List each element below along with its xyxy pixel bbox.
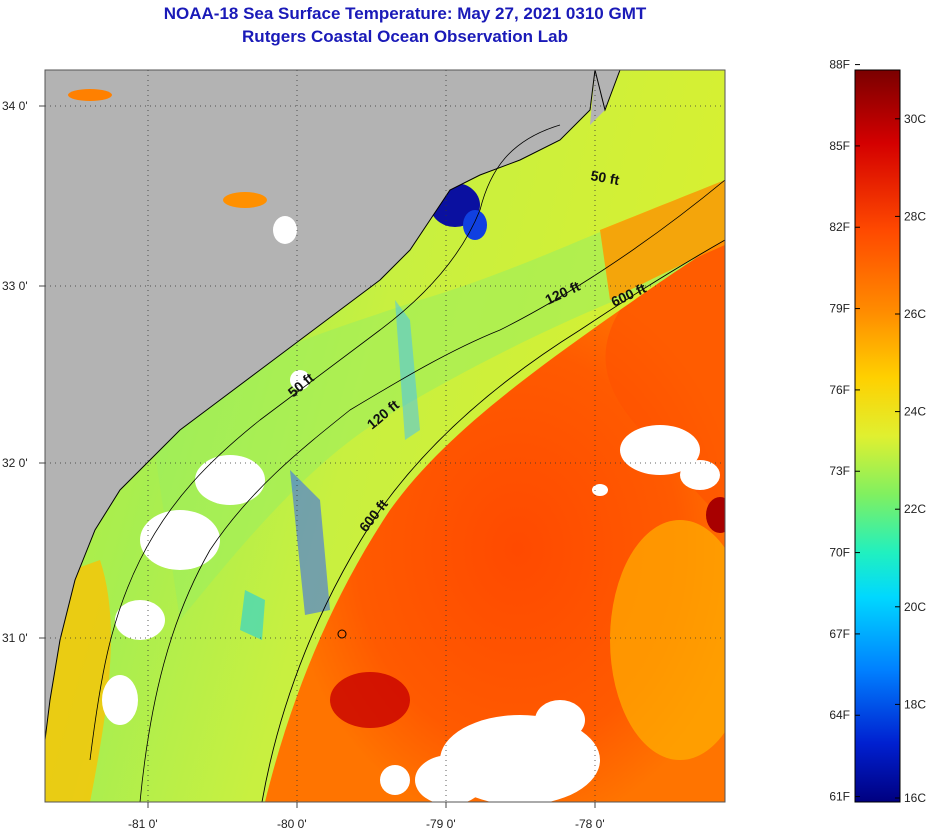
colorbar-fahrenheit-label: 76F [829, 383, 850, 397]
cool-streak-3 [240, 590, 265, 640]
buoy-marker [337, 629, 347, 639]
colorbar-fahrenheit-label: 82F [829, 220, 850, 234]
hot-edge [706, 497, 725, 533]
colorbar-celsius-label: 22C [904, 502, 926, 516]
eddy-yellow [610, 520, 725, 760]
colorbar-celsius-label: 18C [904, 697, 926, 711]
colorbar-gradient [854, 69, 901, 803]
lon-tick-label: -81 0' [128, 817, 158, 831]
inland-warm-2 [223, 192, 267, 208]
cold-bay-edge [463, 210, 487, 240]
lat-tick-label: 34 0' [2, 99, 28, 113]
map-frame [44, 69, 726, 803]
cool-streak-1 [290, 470, 330, 615]
shelf-edge-warm [600, 180, 725, 300]
lat-tick-label: 33 0' [2, 279, 28, 293]
colorbar-fahrenheit-label: 64F [829, 708, 850, 722]
colorbar-celsius-label: 30C [904, 112, 926, 126]
sst-field: 50 ft 50 ft 120 ft 120 ft 600 ft 600 ft [45, 70, 725, 802]
contour-50ft [89, 124, 561, 761]
colorbar-fahrenheit-label: 88F [829, 58, 850, 72]
colorbar-fahrenheit-label: 61F [829, 790, 850, 804]
lon-tick-label: -79 0' [426, 817, 456, 831]
colorbar-celsius-label: 16C [904, 791, 926, 805]
colorbar-celsius-label: 26C [904, 307, 926, 321]
colorbar-fahrenheit-label: 79F [829, 302, 850, 316]
page-title: NOAA-18 Sea Surface Temperature: May 27,… [163, 4, 647, 23]
colorbar-celsius-label: 24C [904, 405, 926, 419]
page-subtitle: Rutgers Coastal Ocean Observation Lab [242, 27, 568, 46]
contour-600ft [261, 239, 725, 802]
midshelf-band [150, 180, 725, 620]
colorbar-fahrenheit-label: 73F [829, 464, 850, 478]
lon-tick-label: -80 0' [277, 817, 307, 831]
cool-streak-2 [395, 300, 420, 440]
colorbar-celsius-label: 20C [904, 600, 926, 614]
lat-tick-label: 31 0' [2, 631, 28, 645]
coastline-cape [594, 70, 621, 112]
axis-ticks [39, 105, 596, 808]
land-cape [590, 70, 620, 125]
lon-tick-label: -78 0' [575, 817, 605, 831]
lat-tick-label: 32 0' [2, 456, 28, 470]
colorbar-fahrenheit-label: 70F [829, 546, 850, 560]
contour-120ft [139, 179, 725, 802]
land-mass [45, 70, 595, 740]
inland-warm-1 [68, 89, 112, 101]
colorbar-fahrenheit-label: 67F [829, 627, 850, 641]
hot-patch [330, 672, 410, 728]
colorbar-fahrenheit-label: 85F [829, 139, 850, 153]
graticule [45, 70, 725, 802]
colorbar: 88F 85F 82F 79F 76F 73F 70F 67F 64F 61F 30C 28C 26C… [829, 58, 926, 805]
coastline [45, 70, 596, 741]
colorbar-celsius-label: 28C [904, 209, 926, 223]
contour-label-50ft-north: 50 ft [589, 167, 620, 188]
